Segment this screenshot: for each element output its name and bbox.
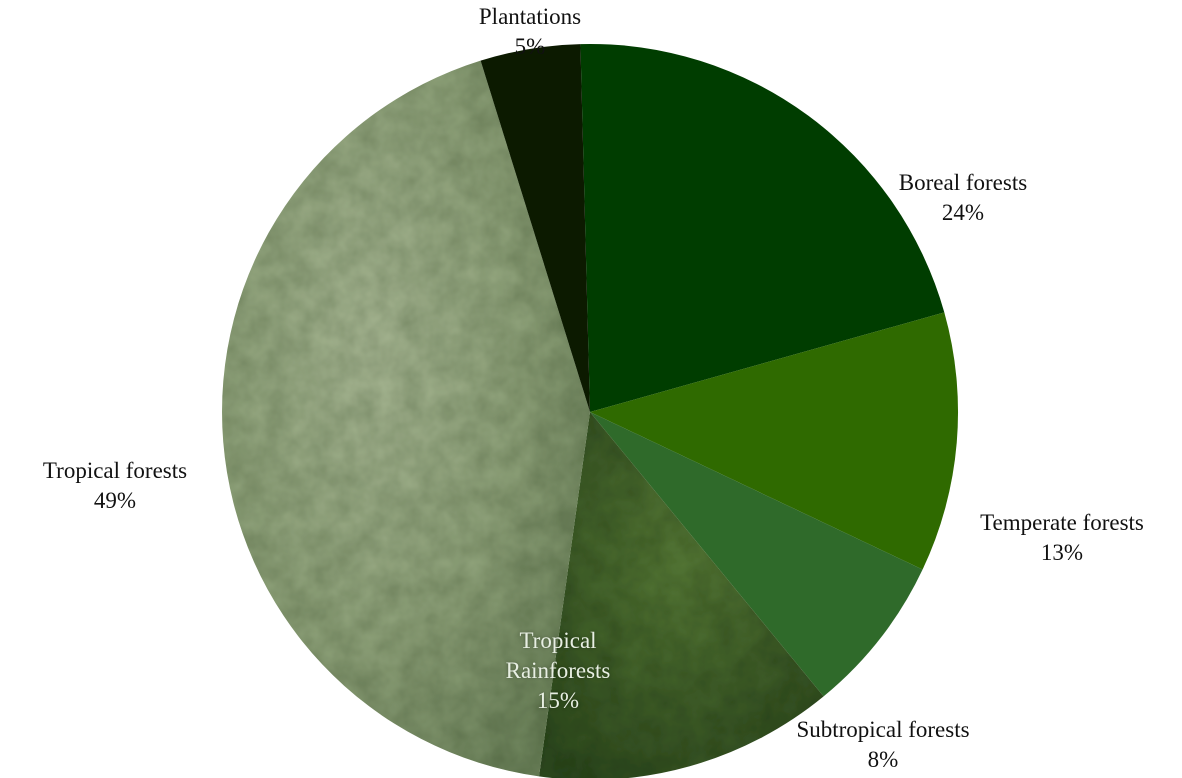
pie-slices [222, 43, 959, 778]
slice-subtropical [590, 412, 923, 697]
slice-name: Subtropical forests [796, 717, 970, 742]
slice-plantations [480, 44, 590, 412]
slice-name-line-2: Rainforests [505, 658, 611, 683]
slice-label-subtropical: Subtropical forests 8% [796, 715, 969, 775]
slice-boreal [580, 43, 945, 412]
slice-percent: 5% [514, 34, 546, 59]
slice-name: Tropical forests [42, 458, 188, 483]
slice-name: Temperate forests [980, 510, 1144, 535]
slice-name-line-1: Tropical [519, 628, 597, 653]
slice-label-tropical-rainforests: Tropical Rainforests 15% [506, 626, 611, 716]
slice-tropical [222, 60, 591, 777]
slice-name: Boreal forests [898, 170, 1028, 195]
slice-percent: 13% [1040, 540, 1084, 565]
slice-percent: 24% [941, 200, 985, 225]
slice-tropical-rainforests [539, 412, 824, 778]
slice-percent: 15% [536, 688, 580, 713]
slice-temperate [590, 312, 959, 570]
slice-label-plantations: Plantations 5% [479, 2, 581, 62]
slice-label-tropical: Tropical forests 49% [43, 456, 187, 516]
slice-percent: 8% [867, 747, 899, 772]
slice-name: Plantations [478, 4, 582, 29]
slice-label-boreal: Boreal forests 24% [899, 168, 1027, 228]
slice-label-temperate: Temperate forests 13% [980, 508, 1144, 568]
slice-percent: 49% [93, 488, 137, 513]
